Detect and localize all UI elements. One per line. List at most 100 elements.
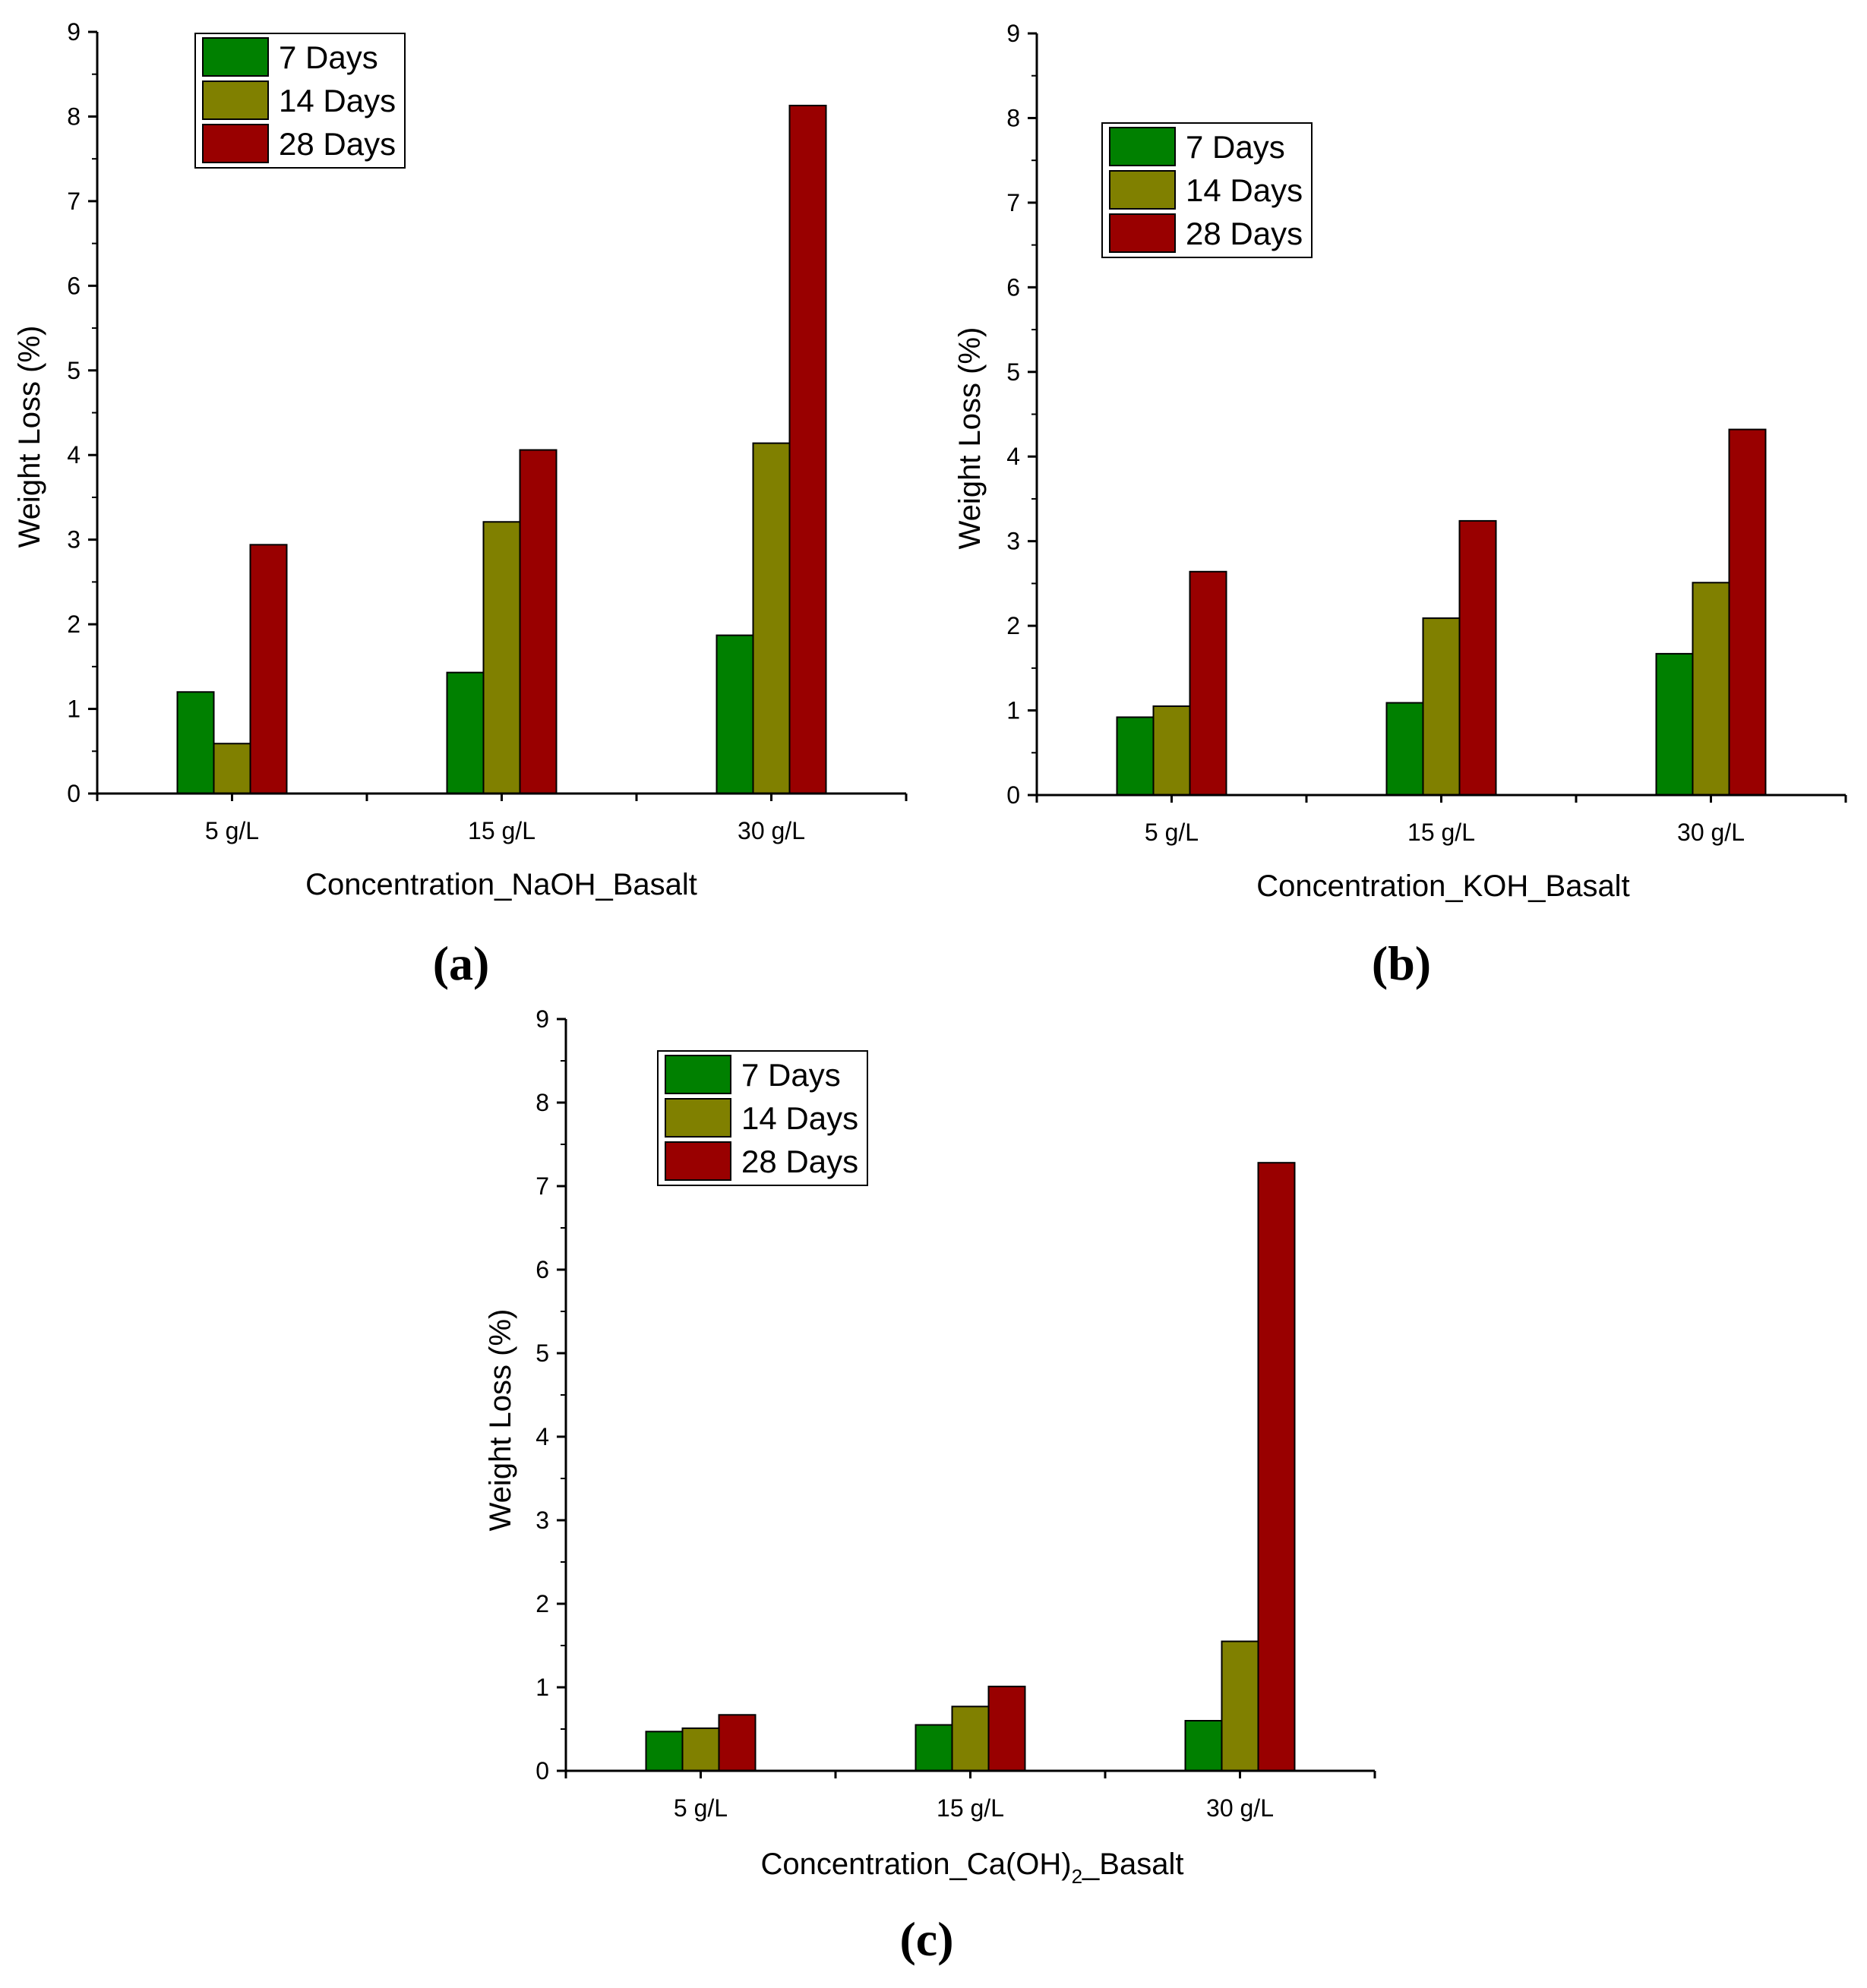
x-tick-label: 15 g/L (468, 817, 535, 844)
bar-7-days-30gl (716, 634, 754, 794)
y-tick-label: 5 (67, 357, 81, 384)
bar-28-days-15gl (987, 1685, 1026, 1772)
y-tick-label: 5 (1006, 358, 1020, 386)
y-tick-label: 2 (535, 1590, 549, 1617)
bar-28-days-5gl (249, 544, 288, 794)
x-tick-label: 30 g/L (1206, 1794, 1274, 1822)
legend-swatch (202, 124, 269, 163)
bar-28-days-15gl (519, 449, 558, 795)
y-tick-label: 6 (1006, 273, 1020, 301)
y-tick-label: 8 (1006, 104, 1020, 131)
y-tick-label: 3 (67, 526, 81, 554)
bar-7-days-15gl (1385, 702, 1424, 797)
x-axis-label-suffix: _Basalt (1082, 1848, 1183, 1881)
y-tick-label: 3 (535, 1507, 549, 1534)
y-tick-label: 0 (535, 1757, 549, 1784)
bar-14-days-15gl (482, 521, 521, 794)
y-tick-label: 5 (535, 1340, 549, 1367)
legend: 7 Days 14 Days 28 Days (1101, 122, 1313, 258)
y-tick-label: 3 (1006, 528, 1020, 555)
y-tick-label: 9 (1006, 20, 1020, 47)
panel-label-b: (b) (1372, 936, 1431, 990)
legend-swatch (202, 80, 269, 120)
bar-14-days-30gl (1221, 1640, 1259, 1772)
y-axis-label: Weight Loss (%) (953, 327, 987, 550)
y-tick-label: 2 (1006, 612, 1020, 639)
panel-label-c: (c) (899, 1912, 953, 1966)
bar-7-days-5gl (1116, 716, 1155, 797)
y-tick-label: 4 (67, 441, 81, 469)
x-tick-label: 30 g/L (1677, 819, 1745, 846)
bar-7-days-5gl (645, 1731, 684, 1772)
y-tick-label: 1 (67, 696, 81, 723)
bar-28-days-30gl (788, 104, 827, 794)
x-axis-label-main: Concentration_Ca(OH) (761, 1848, 1072, 1881)
y-axis-label: Weight Loss (%) (484, 1309, 517, 1532)
y-tick-label: 6 (535, 1256, 549, 1283)
y-tick-label: 8 (535, 1089, 549, 1116)
x-axis-label: Concentration_NaOH_Basalt (305, 868, 697, 901)
bar-28-days-15gl (1458, 519, 1497, 796)
y-tick-label: 1 (1006, 697, 1020, 724)
legend-swatch (1109, 170, 1176, 210)
x-axis-label: Concentration_Ca(OH)2_Basalt (761, 1848, 1184, 1888)
chart-panel-b: Weight Loss (%) Concentration_KOH_Basalt… (953, 20, 1847, 990)
x-tick-label: 5 g/L (205, 817, 259, 844)
y-tick-label: 4 (1006, 443, 1020, 470)
bar-14-days-5gl (213, 743, 251, 795)
y-tick-label: 0 (67, 780, 81, 807)
legend: 7 Days 14 Days 28 Days (657, 1050, 868, 1186)
legend-label: 28 Days (741, 1144, 858, 1179)
legend-label: 14 Days (279, 83, 396, 118)
y-tick-label: 6 (67, 272, 81, 299)
bar-14-days-15gl (951, 1706, 990, 1772)
chart-panel-c: Weight Loss (%) Concentration_Ca(OH)2_Ba… (484, 1005, 1376, 1966)
x-tick-label: 5 g/L (1145, 819, 1199, 846)
bar-28-days-5gl (718, 1714, 757, 1772)
legend-label: 14 Days (1186, 172, 1303, 208)
legend-label: 7 Days (741, 1057, 841, 1093)
chart-panel-a: Weight Loss (%) Concentration_NaOH_Basal… (13, 18, 908, 990)
y-tick-label: 2 (67, 611, 81, 638)
bar-14-days-5gl (681, 1727, 720, 1772)
legend-label: 28 Days (279, 126, 396, 162)
y-tick-label: 7 (67, 188, 81, 215)
legend-swatch (665, 1141, 731, 1181)
y-tick-label: 4 (535, 1423, 549, 1450)
x-tick-label: 15 g/L (1407, 819, 1475, 846)
legend-swatch (1109, 213, 1176, 253)
x-axis-label: Concentration_KOH_Basalt (1256, 869, 1629, 903)
legend-label: 7 Days (279, 39, 378, 75)
y-axis-label: Weight Loss (%) (13, 326, 46, 548)
bar-14-days-30gl (752, 442, 791, 794)
panel-label-a: (a) (433, 936, 490, 990)
legend: 7 Days 14 Days 28 Days (194, 33, 406, 169)
y-tick-label: 0 (1006, 781, 1020, 809)
legend-swatch (665, 1098, 731, 1138)
y-tick-label: 1 (535, 1674, 549, 1701)
bar-28-days-30gl (1257, 1162, 1296, 1772)
legend-label: 14 Days (741, 1100, 858, 1136)
legend-swatch (665, 1055, 731, 1094)
legend-label: 28 Days (1186, 216, 1303, 251)
bar-14-days-5gl (1152, 705, 1191, 797)
y-tick-label: 7 (535, 1172, 549, 1200)
bar-7-days-5gl (176, 691, 215, 794)
bar-14-days-30gl (1692, 582, 1730, 796)
bar-7-days-30gl (1184, 1720, 1223, 1772)
x-tick-label: 15 g/L (937, 1794, 1004, 1822)
legend-swatch (1109, 127, 1176, 166)
y-tick-label: 9 (535, 1005, 549, 1033)
bar-7-days-15gl (446, 671, 485, 795)
bar-7-days-30gl (1655, 652, 1694, 796)
bar-28-days-5gl (1189, 570, 1227, 797)
bar-14-days-15gl (1422, 617, 1461, 796)
bar-28-days-30gl (1728, 428, 1767, 796)
y-tick-label: 7 (1006, 189, 1020, 216)
y-tick-label: 8 (67, 103, 81, 130)
x-tick-label: 30 g/L (738, 817, 805, 844)
legend-swatch (202, 37, 269, 77)
bar-7-days-15gl (915, 1724, 953, 1772)
